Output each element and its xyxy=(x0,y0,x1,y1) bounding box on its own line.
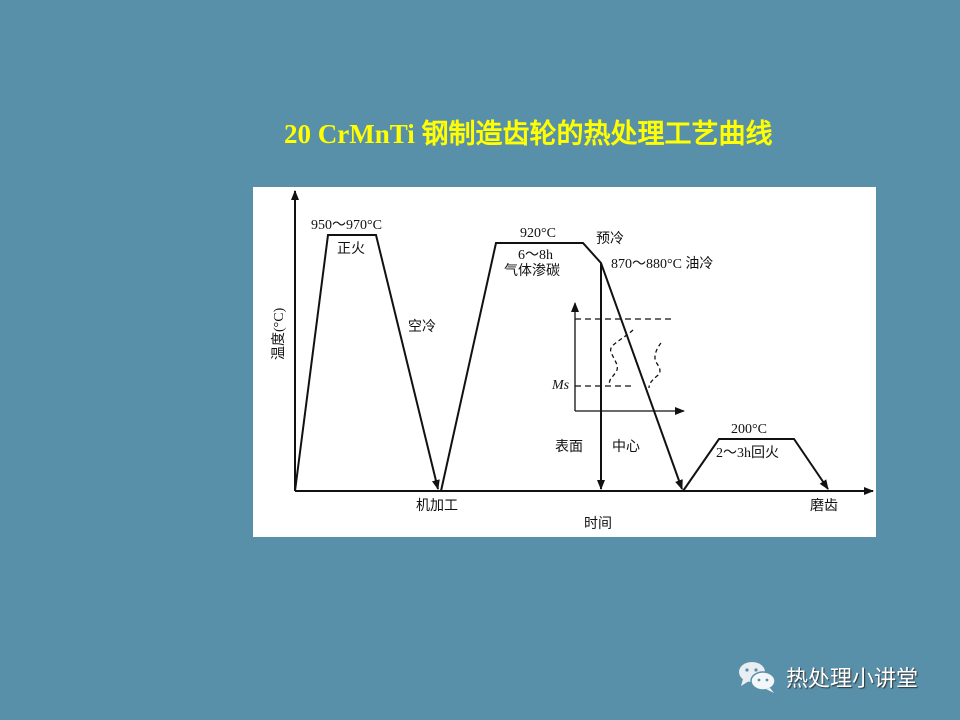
grinding-label: 磨齿 xyxy=(810,498,838,514)
carburize-temp-label: 920°C xyxy=(520,226,556,241)
wechat-icon xyxy=(739,662,776,693)
watermark-text: 热处理小讲堂 xyxy=(786,667,919,692)
x-axis-label: 时间 xyxy=(584,516,612,532)
normalize-curve xyxy=(294,234,440,492)
center-transform-curve xyxy=(648,342,662,389)
carburize-curve xyxy=(440,242,683,492)
y-axis-label: 温度(°C) xyxy=(271,307,287,360)
carburize-label: 气体渗碳 xyxy=(504,263,560,279)
ms-label: Ms xyxy=(551,378,570,393)
center-label: 中心 xyxy=(612,439,640,455)
normalize-label: 正火 xyxy=(337,242,365,257)
normalize-temp-label: 950～970°C xyxy=(311,218,382,233)
surface-transform-curve xyxy=(608,329,634,386)
carburize-time-label: 6～8h xyxy=(518,248,553,263)
temper-label: 2～3h回火 xyxy=(716,445,779,461)
diagram-panel xyxy=(253,187,876,537)
machining-label: 机加工 xyxy=(416,498,458,514)
slide-title: 20 CrMnTi 钢制造齿轮的热处理工艺曲线 xyxy=(284,119,773,149)
air-cool-label: 空冷 xyxy=(408,319,436,335)
watermark: 热处理小讲堂 xyxy=(738,660,918,694)
oil-quench-label: 870～880°C 油冷 xyxy=(611,256,713,272)
temper-curve xyxy=(682,438,829,492)
temper-temp-label: 200°C xyxy=(731,422,767,437)
surface-label: 表面 xyxy=(555,439,583,455)
precool-label: 预冷 xyxy=(596,231,624,247)
